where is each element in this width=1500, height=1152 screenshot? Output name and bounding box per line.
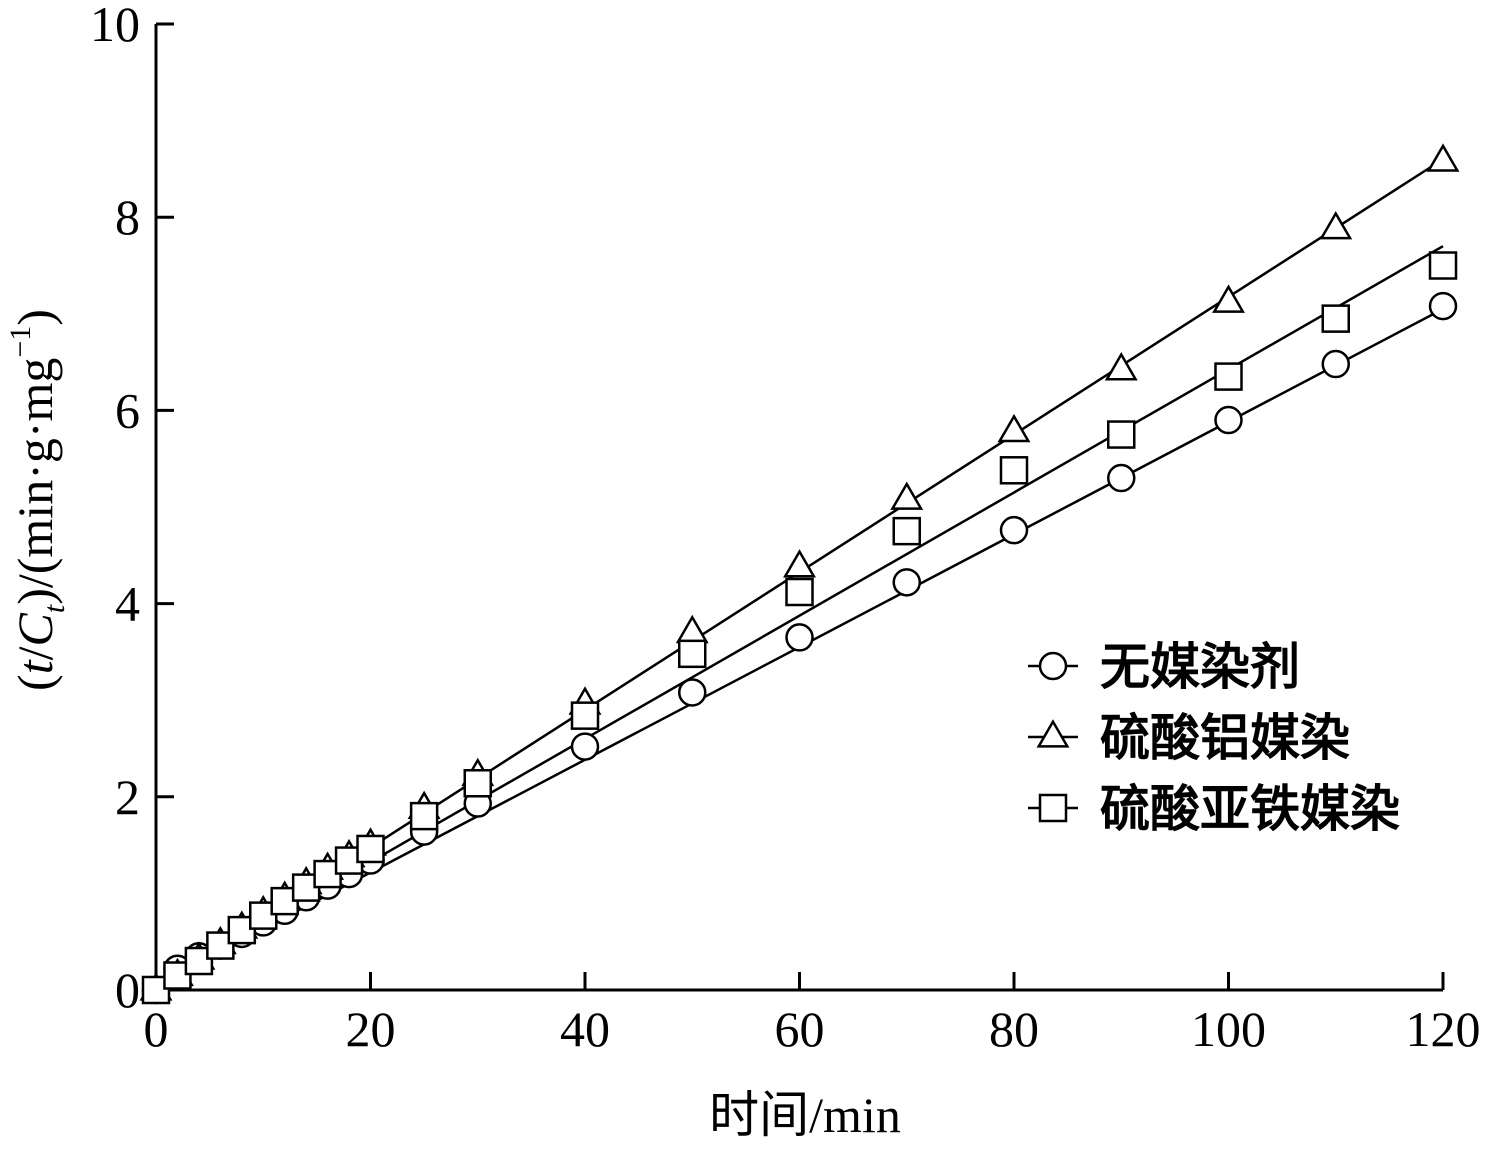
square-data-point [1214,362,1243,391]
triangle-data-point [1104,352,1138,381]
y-tick-label: 4 [115,576,140,632]
square-data-point [892,516,921,546]
triangle-data-point [997,413,1031,443]
square-data-point [570,701,600,730]
legend-entry: 无媒染剂 [1028,638,1300,696]
triangle-data-point [783,549,816,578]
legend-triangle-marker [1036,719,1070,748]
y-title-t: t [7,659,63,674]
square-data-point [1321,304,1350,333]
y-ticks: 0 2 4 6 8 10 [90,0,174,1018]
circle-data-point [785,623,814,652]
x-tick-label: 80 [989,1001,1039,1057]
triangle-data-point [675,614,709,644]
legend-label: 无媒染剂 [1100,638,1300,696]
y-title-open: ( [7,674,63,691]
x-tick-label: 40 [560,1001,610,1057]
circle-data-point [678,678,707,707]
square-data-point [785,577,814,607]
triangle-data-point [1426,143,1460,172]
circle-data-point [570,732,600,761]
triangle-data-point [890,481,924,510]
square-data-point [999,456,1029,485]
y-axis-title: (t/Ct)/(min·g·mg−1) [4,309,71,691]
y-tick-label: 8 [115,189,140,245]
data-markers [139,143,1460,1005]
y-tick-label: 10 [90,0,140,52]
axes: 0 20 40 60 80 100 120 0 2 4 6 8 10 [90,0,1481,1057]
circle-data-point [1214,405,1243,435]
x-tick-label: 60 [775,1001,825,1057]
y-tick-label: 0 [115,962,140,1018]
square-data-point [1107,420,1136,449]
square-data-point [356,834,385,864]
square-data-point [678,639,707,669]
square-data-point [184,946,214,976]
x-ticks: 0 20 40 60 80 100 120 [144,972,1481,1057]
x-tick-label: 0 [144,1001,169,1057]
x-axis-title: 时间/min [709,1087,901,1143]
triangle-data-point [1319,210,1353,240]
y-tick-label: 6 [115,382,140,438]
legend-square-marker [1038,793,1068,823]
y-tick-label: 2 [115,769,140,825]
y-title-subscript: t [38,604,71,613]
circle-data-point [892,568,921,597]
square-data-point [463,769,492,798]
legend-entry: 硫酸亚铁媒染 [1028,780,1400,838]
triangle-data-point [1212,284,1245,313]
circle-data-point [999,515,1029,545]
legend-circle-marker [1038,651,1068,681]
circle-data-point [1321,349,1350,379]
x-tick-label: 20 [346,1001,396,1057]
square-data-point [1428,251,1458,280]
y-title-units: )/(min·g·mg [7,358,63,605]
y-title-c: C [7,612,63,646]
square-data-point [409,801,439,831]
legend-label: 硫酸亚铁媒染 [1100,780,1400,838]
y-title-slash: / [7,646,63,660]
x-tick-label: 120 [1406,1001,1481,1057]
y-title-superscript: −1 [4,326,37,358]
circle-data-point [1107,463,1136,493]
legend-entry: 硫酸铝媒染 [1028,709,1350,767]
legend-label: 硫酸铝媒染 [1100,709,1350,767]
y-title-close: ) [7,309,63,326]
circle-data-point [1428,291,1458,321]
x-tick-label: 100 [1191,1001,1266,1057]
